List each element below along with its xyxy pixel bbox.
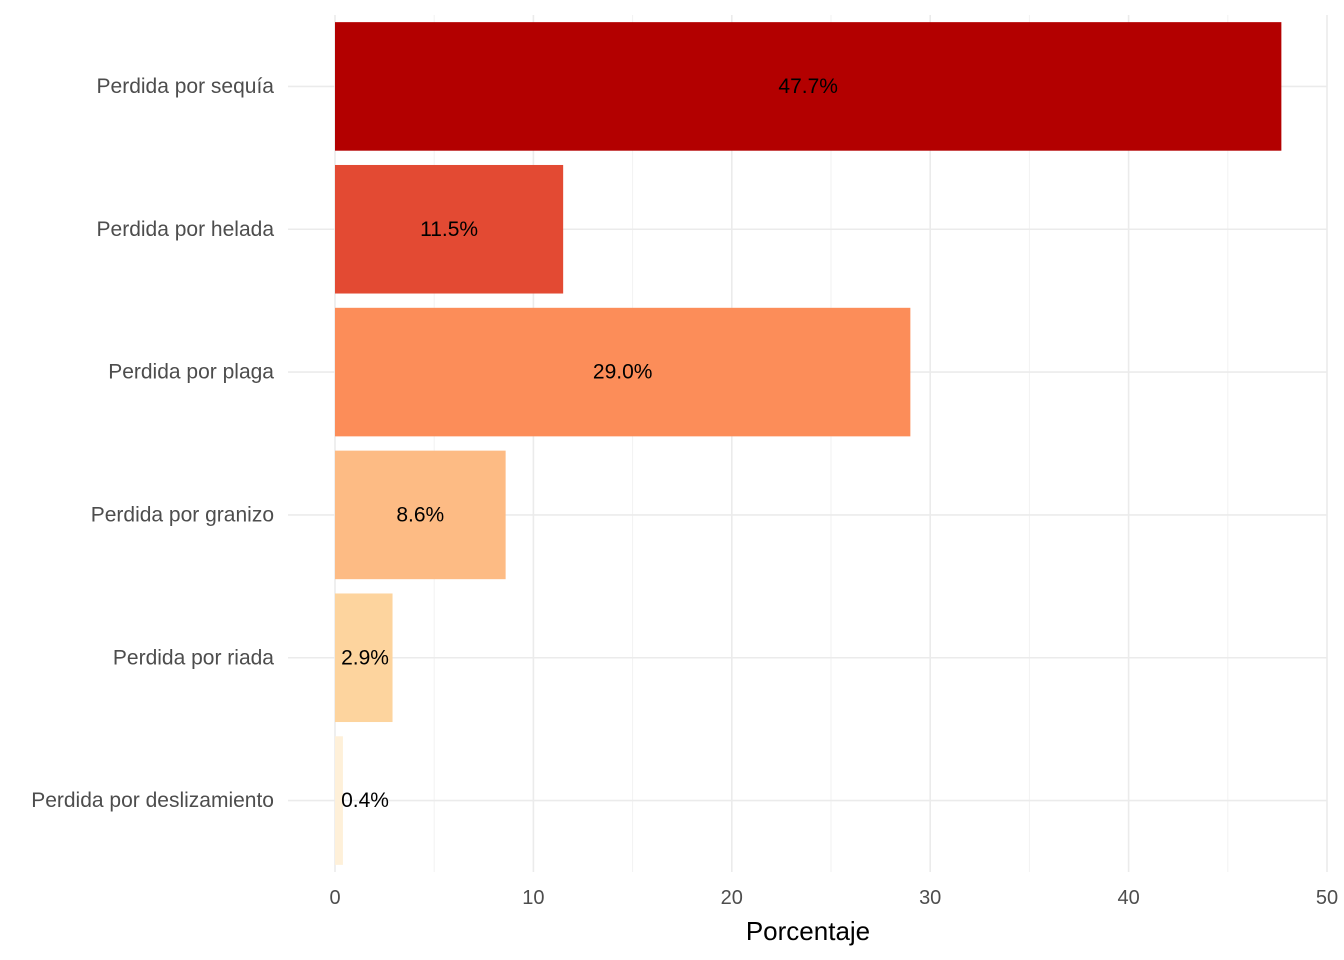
category-label: Perdida por plaga bbox=[108, 361, 274, 384]
bar-data-label: 11.5% bbox=[420, 218, 478, 241]
x-axis-title: Porcentaje bbox=[746, 916, 870, 946]
category-label: Perdida por granizo bbox=[91, 503, 274, 526]
x-tick-label: 30 bbox=[919, 887, 941, 909]
bar bbox=[335, 307, 911, 437]
x-tick-label: 10 bbox=[522, 887, 544, 909]
x-tick-label: 50 bbox=[1316, 887, 1338, 909]
category-label: Perdida por helada bbox=[97, 218, 275, 241]
bar-data-label: 0.4% bbox=[341, 789, 389, 812]
x-tick-label: 20 bbox=[721, 887, 743, 909]
bar bbox=[335, 593, 393, 723]
bar-data-label: 8.6% bbox=[396, 503, 444, 526]
bar-data-label: 2.9% bbox=[341, 646, 389, 669]
category-label: Perdida por deslizamiento bbox=[31, 789, 274, 812]
bar-data-label: 29.0% bbox=[593, 361, 653, 384]
bar bbox=[335, 164, 564, 294]
category-axis-labels: Perdida por sequía Perdida por helada Perd… bbox=[31, 75, 274, 812]
bar bbox=[335, 450, 506, 580]
bars bbox=[335, 22, 1282, 865]
x-axis-tick-labels: 0 10 20 30 40 50 bbox=[329, 887, 1338, 909]
bar bbox=[335, 736, 343, 865]
x-tick-label: 0 bbox=[329, 887, 340, 909]
bar bbox=[335, 22, 1282, 151]
bar-data-labels: 47.7% 11.5% 29.0% 8.6% 2.9% 0.4% bbox=[341, 75, 838, 812]
category-label: Perdida por sequía bbox=[97, 75, 275, 98]
category-label: Perdida por riada bbox=[113, 646, 274, 669]
x-tick-label: 40 bbox=[1117, 887, 1139, 909]
bar-data-label: 47.7% bbox=[778, 75, 838, 98]
